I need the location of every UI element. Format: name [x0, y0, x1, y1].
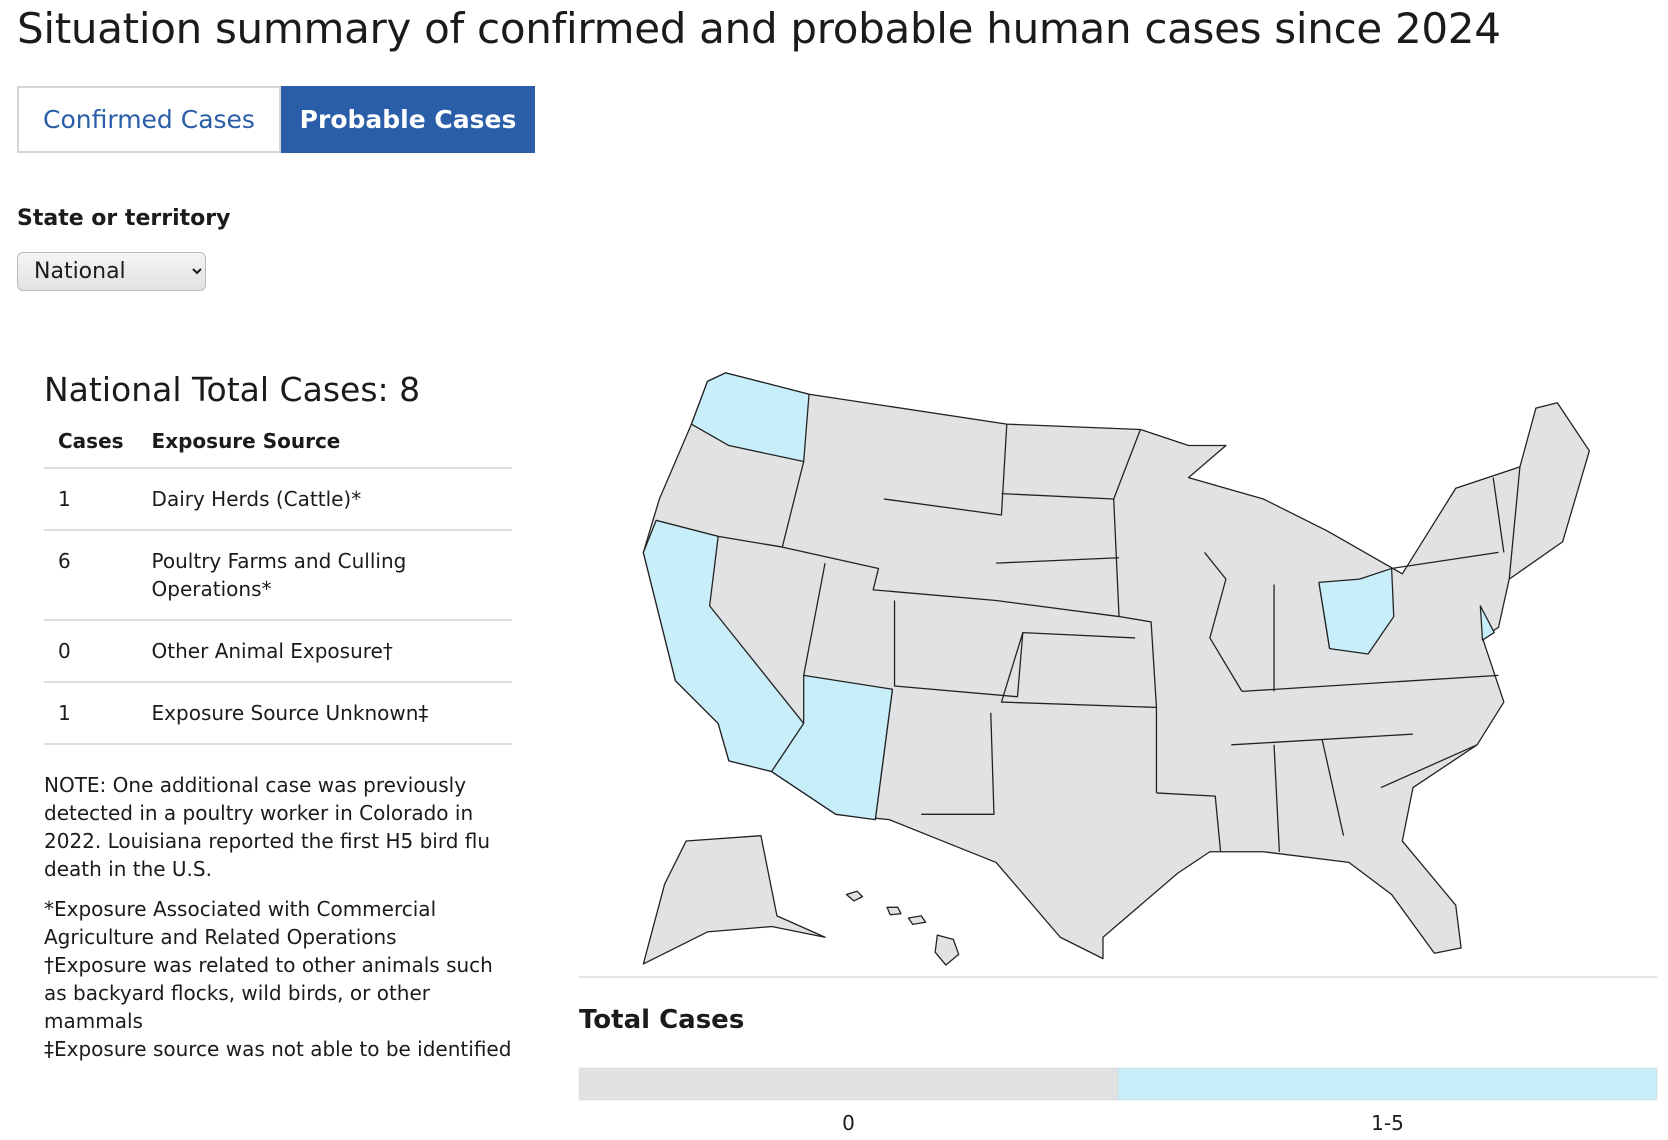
- table-row: 6 Poultry Farms and Culling Operations*: [44, 530, 512, 621]
- us-mainland: [642, 372, 1591, 960]
- filter-label: State or territory: [17, 206, 231, 231]
- tab[interactable]: Probable Cases: [281, 86, 535, 153]
- footnote: ‡Exposure source was not able to be iden…: [44, 1037, 512, 1061]
- table-cell: 6: [44, 530, 138, 621]
- legend-label: 1-5: [1371, 1111, 1404, 1135]
- table-row: 1 Dairy Herds (Cattle)*: [44, 468, 512, 531]
- hawaii: [845, 890, 960, 966]
- us-map: [642, 372, 1591, 966]
- table-row: 1 Exposure Source Unknown‡: [44, 682, 512, 745]
- table-row: 0 Other Animal Exposure†: [44, 620, 512, 683]
- table-cell: Exposure Source Unknown‡: [137, 682, 512, 745]
- alaska: [642, 835, 826, 965]
- table-cell: Dairy Herds (Cattle)*: [137, 468, 512, 531]
- total-heading: National Total Cases: 8: [44, 370, 421, 409]
- table-cell: 0: [44, 620, 138, 683]
- table-body: 1 Dairy Herds (Cattle)* 6 Poultry Farms and…: [44, 468, 512, 745]
- legend-swatch: [1117, 1067, 1658, 1101]
- table-cell: 1: [44, 682, 138, 745]
- state-california: [642, 519, 805, 773]
- footnote: *Exposure Associated with Commercial Agr…: [44, 897, 437, 949]
- cases-table: Cases Exposure Source 1 Dairy Herds (Cattl…: [44, 419, 512, 745]
- state-ohio: [1318, 567, 1395, 655]
- state-delaware: [1479, 605, 1495, 641]
- state-arizona: [770, 674, 894, 821]
- table-cell: Poultry Farms and Culling Operations*: [137, 530, 512, 621]
- note: NOTE: One additional case was previously…: [44, 773, 491, 881]
- tab[interactable]: Confirmed Cases: [17, 86, 281, 153]
- footnote: †Exposure was related to other animals s…: [44, 953, 493, 1033]
- state-washington: [690, 372, 810, 463]
- column-header: Exposure Source: [137, 419, 512, 469]
- table-cell: 1: [44, 468, 138, 531]
- legend-label: 0: [842, 1111, 855, 1135]
- page-title: Situation summary of confirmed and proba…: [17, 4, 1501, 53]
- table-cell: Other Animal Exposure†: [137, 620, 512, 683]
- summary-panel: National Total Cases: 8 Cases Exposure So…: [44, 370, 512, 1063]
- legend-title: Total Cases: [579, 1005, 745, 1035]
- column-header: Cases: [44, 419, 138, 469]
- tab-bar: Confirmed Cases Probable Cases: [17, 86, 535, 153]
- legend-swatch: [578, 1067, 1119, 1101]
- header-row: Cases Exposure Source: [44, 419, 512, 469]
- state-select[interactable]: National: [17, 252, 206, 291]
- footnotes: *Exposure Associated with Commercial Agr…: [44, 895, 512, 1063]
